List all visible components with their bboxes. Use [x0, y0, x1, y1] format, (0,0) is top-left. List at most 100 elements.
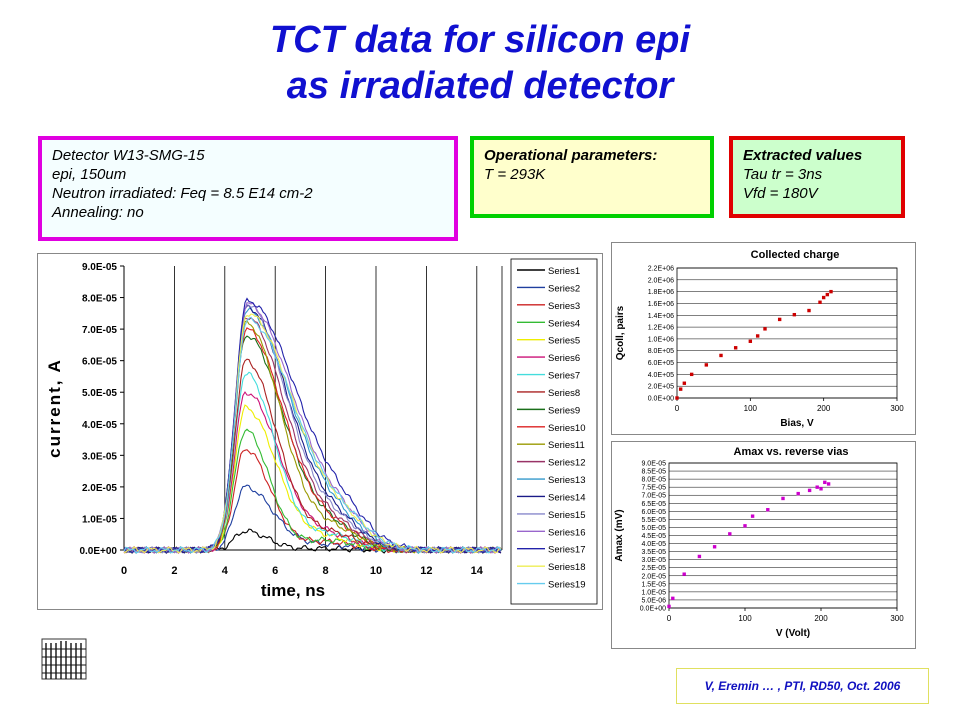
y-tick-label: 2.0E+06: [648, 277, 674, 284]
y-tick-label: 8.0E+05: [648, 348, 674, 355]
legend-label: Series17: [548, 545, 586, 556]
y-tick-label: 5.0E-05: [641, 525, 666, 532]
tct-current-chart-svg: 0 2 4 6 8 10 12 14 0.0E+00 1.0E-05 2.0E-05 3.0E-05 4…: [37, 253, 603, 610]
legend-box: [510, 258, 598, 605]
x-axis-label: time, ns: [261, 581, 325, 600]
data-point: [704, 363, 709, 367]
chart-title: Collected charge: [751, 249, 840, 261]
y-tick-label: 1.5E-05: [641, 581, 666, 588]
x-tick-label: 0: [121, 565, 127, 577]
x-tick-label: 0: [675, 404, 680, 413]
data-point: [777, 317, 782, 322]
x-tick-label: 0: [667, 614, 672, 623]
y-tick-label: 1.4E+06: [648, 313, 674, 320]
y-tick-label: 4.0E-05: [82, 420, 117, 431]
data-point: [733, 346, 738, 350]
y-tick-label: 0.0E+00: [648, 396, 674, 403]
y-tick-label: 3.0E-05: [641, 557, 666, 564]
data-point: [823, 480, 827, 485]
x-tick-label: 300: [890, 404, 904, 413]
y-tick-label: 4.0E+05: [648, 372, 674, 379]
extracted-line: Vfd = 180V: [743, 185, 818, 202]
y-tick-label: 1.6E+06: [648, 301, 674, 308]
y-tick-label: 2.0E-05: [82, 483, 117, 494]
data-point: [815, 485, 819, 489]
legend-label: Series6: [548, 353, 580, 364]
data-point: [807, 308, 811, 313]
data-point: [796, 491, 800, 496]
y-tick-label: 3.5E-05: [641, 549, 666, 556]
data-point: [689, 372, 694, 377]
page-title-line2: as irradiated detector: [286, 65, 674, 107]
operational-line: T = 293K: [484, 166, 546, 183]
x-axis-label: Bias, V: [780, 418, 814, 429]
detector-line: Neutron irradiated: Feq = 8.5 E14 cm-2: [52, 185, 313, 202]
detector-line: Detector W13-SMG-15: [52, 147, 205, 164]
y-tick-label: 6.0E+05: [648, 360, 674, 367]
detector-line: epi, 150um: [52, 166, 127, 183]
y-tick-label: 2.0E+05: [648, 384, 674, 391]
y-tick-label: 1.0E-05: [641, 589, 666, 596]
data-point: [807, 488, 812, 493]
y-tick-label: 8.5E-05: [641, 469, 666, 476]
legend-label: Series15: [548, 510, 586, 521]
series-line-series17: [123, 297, 502, 554]
y-tick-label: 7.0E-05: [641, 493, 666, 500]
data-point: [682, 572, 686, 576]
extracted-heading: Extracted values: [743, 147, 863, 164]
legend-label: Series11: [548, 440, 585, 451]
y-tick-label: 6.0E-05: [641, 509, 666, 516]
data-point: [818, 300, 822, 304]
y-axis-label: current, A: [45, 358, 64, 458]
tct-current-chart: 0 2 4 6 8 10 12 14 0.0E+00 1.0E-05 2.0E-05 3.0E-05 4…: [37, 253, 603, 610]
series-line-series18: [123, 313, 502, 554]
x-tick-label: 2: [171, 565, 177, 577]
x-axis-label: V (Volt): [776, 628, 810, 639]
amax-chart: Amax vs. reverse vias 0.0E+00 5.0E-06 1.0E-…: [611, 441, 916, 649]
x-tick-label: 200: [814, 614, 828, 623]
legend-label: Series5: [548, 336, 580, 347]
y-tick-label: 9.0E-05: [82, 262, 117, 273]
legend-label: Series19: [548, 580, 586, 591]
y-tick-label: 2.5E-05: [641, 565, 666, 572]
legend-label: Series10: [548, 423, 586, 434]
extracted-line: Tau tr = 3ns: [743, 166, 823, 183]
data-point: [781, 496, 785, 501]
data-point: [755, 334, 760, 338]
x-tick-label: 6: [272, 565, 278, 577]
y-tick-label: 1.0E-05: [82, 514, 117, 525]
data-point: [712, 545, 717, 549]
y-tick-label: 0.0E+00: [79, 546, 117, 557]
data-point: [697, 554, 702, 559]
data-point: [819, 487, 823, 491]
x-tick-label: 14: [471, 565, 484, 577]
y-tick-label: 1.0E+06: [648, 336, 674, 343]
extracted-values-box: Extracted values Tau tr = 3ns Vfd = 180V: [729, 136, 905, 218]
legend-label: Series18: [548, 562, 586, 573]
institute-logo: [41, 638, 87, 680]
data-point: [719, 353, 723, 358]
data-point: [728, 532, 732, 536]
data-point: [671, 596, 675, 601]
legend-label: Series8: [548, 388, 580, 399]
data-point: [821, 295, 826, 300]
page-title-line1: TCT data for silicon epi: [269, 19, 691, 61]
y-tick-label: 0.0E+00: [640, 606, 666, 613]
legend-label: Series1: [548, 266, 580, 277]
data-point: [826, 482, 831, 486]
y-tick-label: 5.0E-05: [82, 388, 117, 399]
legend-label: Series2: [548, 283, 580, 294]
x-tick-label: 200: [817, 404, 831, 413]
y-tick-label: 4.5E-05: [641, 533, 666, 540]
y-tick-label: 4.0E-05: [641, 541, 666, 548]
y-tick-label: 3.0E-05: [82, 451, 117, 462]
legend-label: Series16: [548, 527, 586, 538]
amax-chart-svg: Amax vs. reverse vias 0.0E+00 5.0E-061.0E-…: [611, 441, 916, 649]
data-point: [763, 327, 767, 331]
y-tick-label: 2.0E-05: [641, 573, 666, 580]
y-tick-label: 6.5E-05: [641, 501, 666, 508]
collected-charge-chart: Collected charge 0.0E+00 2.0E+05 4.0E+05 6.0…: [611, 242, 916, 435]
data-point: [792, 312, 797, 317]
collected-charge-chart-svg: Collected charge 0.0E+00 2.0E+05 4.0E+05 6.0…: [611, 242, 916, 435]
data-point: [682, 381, 687, 385]
